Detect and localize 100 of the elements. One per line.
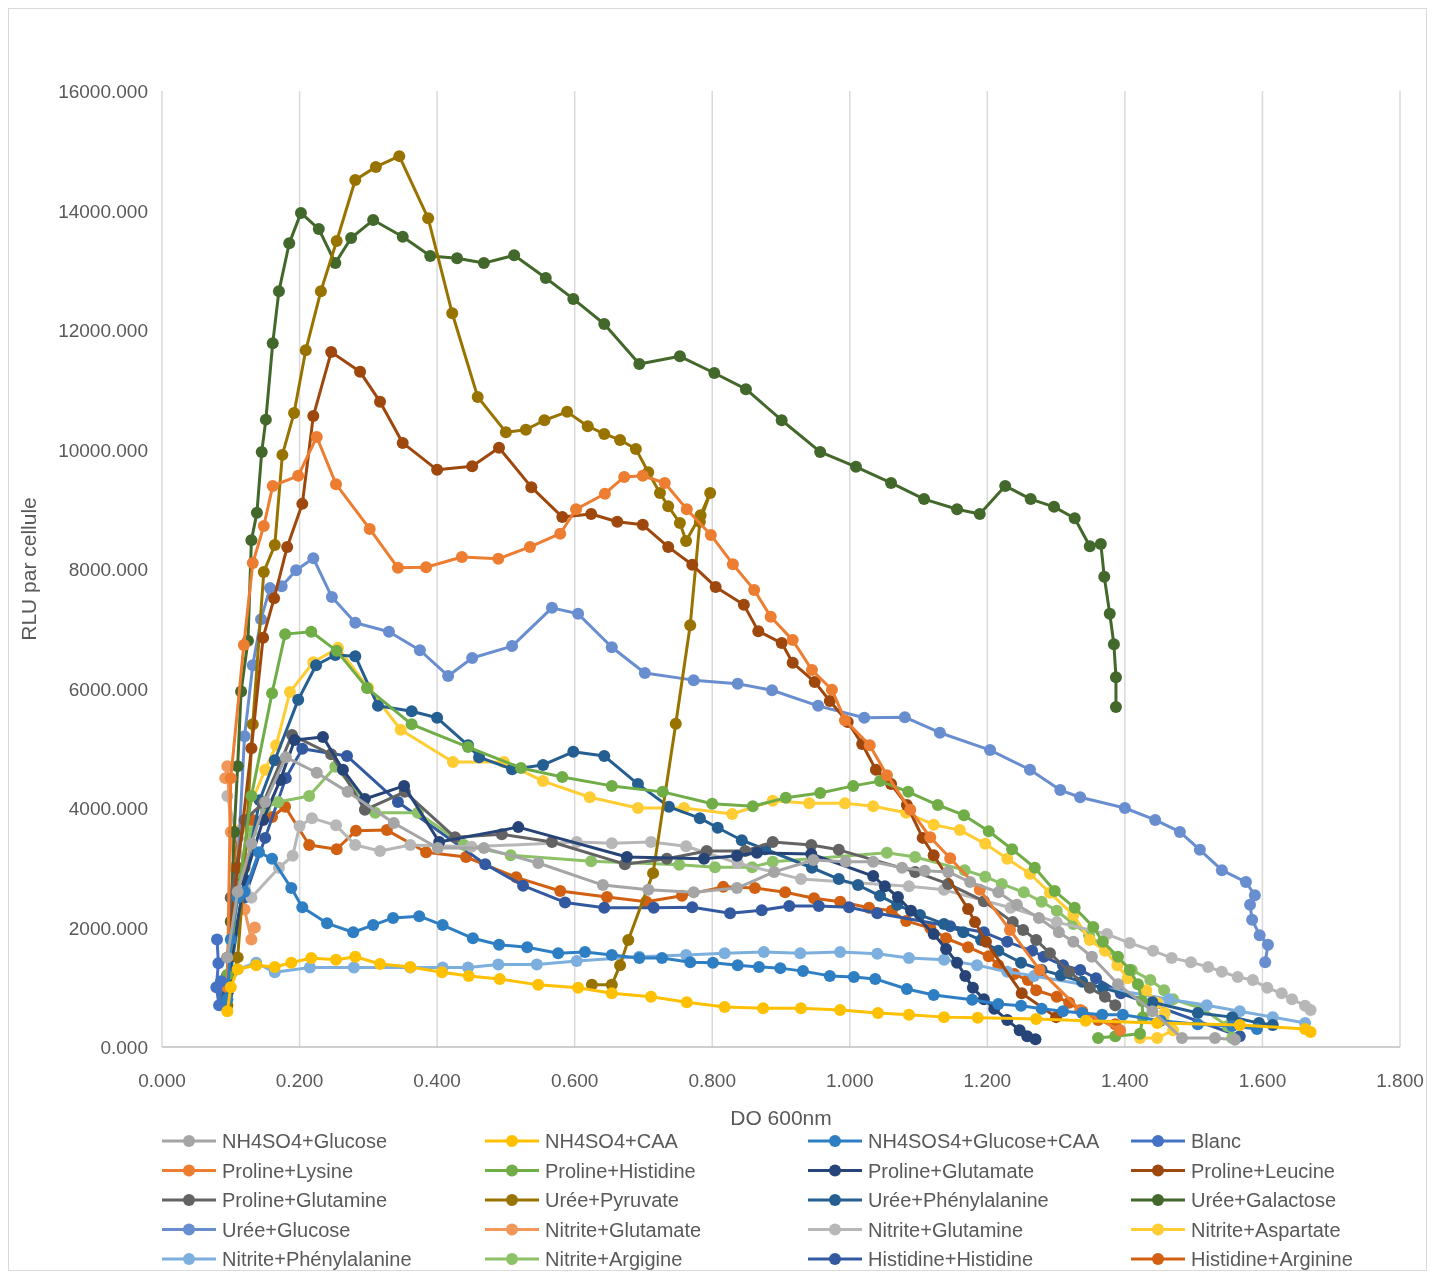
point	[731, 959, 744, 972]
point	[248, 921, 261, 934]
point	[647, 867, 660, 880]
point	[321, 917, 334, 930]
point	[629, 442, 642, 455]
y-tick-label: 16000.000	[58, 81, 148, 102]
legend-label: Histidine+Arginine	[1191, 1248, 1353, 1270]
point	[521, 941, 534, 954]
x-tick-label: 0.200	[275, 1070, 324, 1091]
point	[904, 904, 917, 917]
point	[834, 1003, 847, 1016]
point	[341, 750, 354, 763]
point	[708, 367, 721, 380]
point	[581, 420, 594, 433]
point	[709, 580, 722, 593]
point	[927, 818, 940, 831]
point	[556, 511, 569, 524]
point	[1261, 981, 1274, 994]
point	[578, 946, 591, 958]
point	[832, 873, 845, 886]
point	[1028, 861, 1041, 874]
point	[880, 846, 893, 859]
point	[413, 644, 426, 657]
point	[374, 395, 387, 408]
point	[896, 861, 909, 874]
point	[1146, 1005, 1159, 1018]
point	[962, 902, 975, 915]
point	[931, 799, 944, 812]
point	[658, 476, 671, 489]
point	[992, 886, 1005, 899]
point	[982, 825, 995, 838]
point	[477, 257, 490, 270]
point	[283, 686, 296, 699]
point	[1001, 935, 1014, 948]
point	[1083, 934, 1096, 947]
point	[783, 899, 796, 912]
y-tick-label: 14000.000	[58, 200, 148, 222]
point	[349, 616, 362, 629]
point	[1239, 876, 1252, 889]
point	[1050, 904, 1063, 917]
point	[1023, 763, 1036, 776]
point	[266, 479, 279, 492]
point	[871, 947, 884, 960]
point	[999, 479, 1012, 492]
point	[1118, 802, 1131, 814]
point	[405, 718, 418, 731]
legend-label: Blanc	[1191, 1130, 1242, 1152]
y-tick-label: 0.000	[100, 1037, 148, 1058]
point	[1215, 965, 1228, 978]
x-tick-label: 1.400	[1101, 1070, 1149, 1091]
point	[1052, 926, 1065, 939]
point	[730, 849, 743, 862]
point	[739, 383, 752, 396]
point	[305, 951, 318, 964]
point	[1144, 974, 1157, 987]
point	[979, 935, 992, 948]
point	[680, 534, 693, 547]
legend-label: Nitrite+Phénylalanine	[222, 1248, 412, 1270]
y-tick-label: 2000.000	[68, 917, 148, 939]
point	[874, 889, 887, 902]
point	[537, 775, 550, 788]
point	[1304, 1003, 1317, 1016]
point	[598, 487, 611, 500]
point	[1131, 978, 1144, 991]
point	[276, 448, 289, 461]
point	[420, 561, 433, 574]
legend-label: Urée+Galactose	[1191, 1189, 1337, 1211]
x-tick-label: 0.000	[138, 1070, 186, 1091]
point	[585, 855, 598, 868]
y-tick-label: 6000.000	[68, 678, 148, 700]
point	[834, 946, 847, 958]
point	[263, 582, 276, 595]
point	[1134, 1027, 1147, 1040]
point	[638, 666, 651, 679]
point	[662, 500, 675, 513]
point	[303, 839, 316, 852]
point	[396, 436, 409, 449]
point	[1096, 935, 1109, 948]
point	[838, 797, 851, 810]
point	[1261, 938, 1274, 951]
point	[420, 846, 433, 859]
point	[693, 812, 706, 825]
point	[305, 625, 318, 638]
point	[636, 518, 649, 531]
point	[600, 891, 613, 904]
point	[852, 879, 865, 892]
point	[1030, 934, 1043, 947]
point	[918, 493, 931, 506]
point	[281, 540, 294, 553]
point	[898, 711, 911, 724]
point	[805, 663, 818, 676]
point	[951, 503, 964, 516]
point	[1116, 1008, 1129, 1021]
point	[1006, 843, 1019, 856]
point	[779, 886, 792, 899]
point	[1063, 965, 1076, 978]
point	[442, 669, 455, 682]
point	[779, 791, 792, 804]
point	[768, 865, 781, 878]
point	[680, 996, 693, 1009]
